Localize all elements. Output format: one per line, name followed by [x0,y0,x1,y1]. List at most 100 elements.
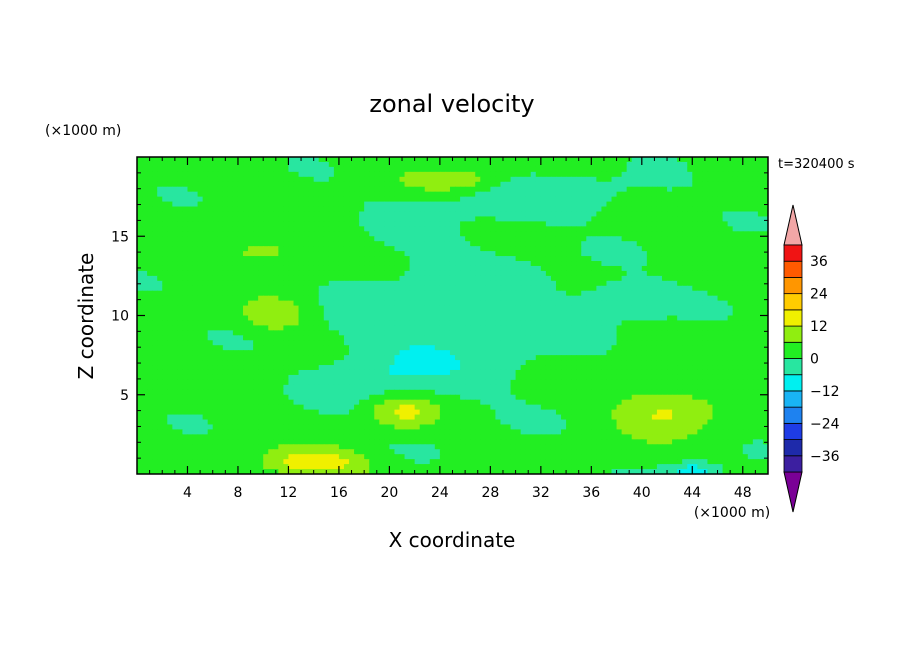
contour-cell [182,231,189,237]
contour-cell [263,246,269,252]
contour-cell [672,340,678,346]
contour-cell [566,181,572,188]
contour-cell [550,171,557,178]
contour-cell [343,251,350,257]
contour-cell [404,290,411,297]
contour-cell [258,305,264,312]
contour-cell [379,226,385,232]
contour-cell [672,290,678,297]
contour-cell [646,166,653,173]
contour-cell [757,285,764,292]
contour-cell [197,166,204,173]
contour-cell [762,270,768,277]
contour-cell [697,340,703,346]
contour-cell [359,226,365,232]
contour-cell [409,206,416,213]
contour-cell [566,236,572,242]
contour-cell [303,320,310,326]
contour-cell [328,161,335,168]
contour-cell [258,206,264,213]
contour-cell [591,295,597,302]
contour-cell [465,166,471,173]
contour-cell [742,201,749,208]
contour-cell [621,176,628,183]
contour-cell [505,157,512,163]
contour-cell [566,315,572,322]
contour-cell [722,206,729,213]
contour-cell [374,315,380,322]
contour-cell [333,157,340,163]
contour-cell [631,256,638,262]
contour-cell [566,186,572,193]
contour-cell [732,166,739,173]
contour-cell [762,166,768,173]
contour-cell [449,181,456,188]
contour-cell [737,221,744,227]
contour-cell [561,211,567,218]
contour-cell [283,157,290,163]
contour-cell [237,290,244,297]
contour-cell [394,305,401,312]
contour-cell [555,161,562,168]
contour-cell [631,290,638,297]
contour-cell [687,330,693,336]
contour-cell [636,305,643,312]
contour-cell [455,320,461,326]
contour-cell [293,290,300,297]
contour-cell [561,181,567,188]
contour-cell [707,285,714,292]
contour-cell [409,335,416,341]
contour-cell [515,285,522,292]
contour-cell [611,320,618,326]
contour-cell [651,216,658,222]
contour-cell [722,157,729,163]
contour-cell [338,216,345,222]
contour-cell [399,256,406,262]
contour-cell [202,236,209,242]
contour-cell [323,290,330,297]
contour-cell [747,251,754,257]
contour-cell [434,315,441,322]
contour-cell [364,275,370,282]
contour-cell [606,181,613,188]
contour-cell [389,325,396,331]
contour-cell [449,300,456,307]
contour-cell [237,261,244,267]
contour-cell [465,315,471,322]
contour-cell [500,226,507,232]
contour-cell [712,275,719,282]
contour-cell [399,275,406,282]
contour-cell [561,236,567,242]
contour-cell [217,236,224,242]
contour-cell [384,305,390,312]
contour-cell [293,275,300,282]
contour-cell [157,176,163,183]
contour-cell [465,181,471,188]
contour-cell [692,241,698,247]
contour-cell [268,176,274,183]
contour-cell [601,226,608,232]
contour-cell [369,340,375,346]
contour-cell [581,256,587,262]
contour-cell [232,166,239,173]
contour-cell [742,206,749,213]
contour-cell [586,345,592,351]
contour-cell [243,325,249,331]
contour-cell [212,345,219,351]
contour-cell [349,270,355,277]
contour-cell [172,206,178,213]
contour-cell [177,161,184,168]
contour-cell [682,226,688,232]
contour-cell [404,261,411,267]
contour-cell [222,340,229,346]
contour-cell [510,157,517,163]
contour-cell [424,236,431,242]
contour-cell [177,176,184,183]
contour-cell [374,171,380,178]
contour-cell [227,275,234,282]
contour-cell [717,310,724,317]
contour-cell [399,221,406,227]
contour-cell [576,335,582,341]
contour-cell [626,295,633,302]
contour-cell [449,176,456,183]
